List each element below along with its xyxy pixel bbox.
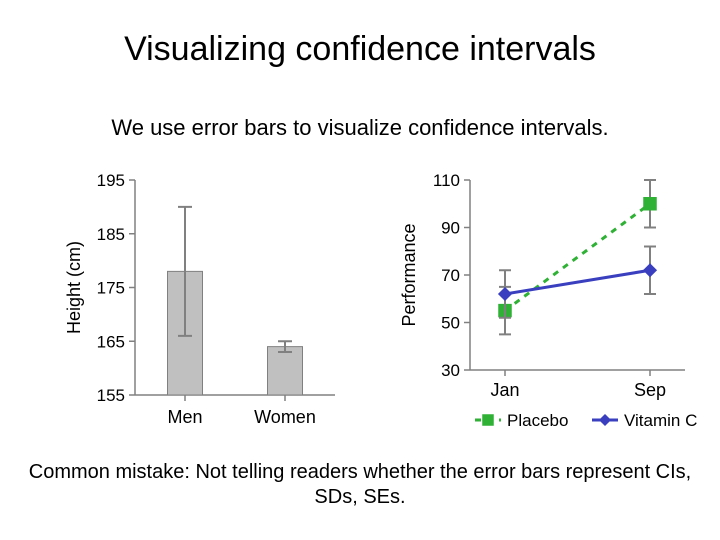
ytick-label: 195 bbox=[97, 171, 125, 190]
marker bbox=[483, 415, 493, 425]
series-line bbox=[505, 204, 650, 311]
ytick-label: 70 bbox=[441, 266, 460, 285]
xtick-label: Women bbox=[254, 407, 316, 427]
series-line bbox=[505, 270, 650, 294]
line-chart: 30 50 70 90 110 Performance Jan Sep Placebo Vitam… bbox=[385, 170, 705, 460]
xtick-label: Men bbox=[167, 407, 202, 427]
ytick-label: 90 bbox=[441, 219, 460, 238]
y-axis-label: Performance bbox=[399, 223, 419, 326]
ytick-label: 50 bbox=[441, 314, 460, 333]
ytick-label: 110 bbox=[433, 171, 460, 190]
slide-subtitle: We use error bars to visualize confidenc… bbox=[0, 115, 720, 141]
marker bbox=[499, 288, 511, 300]
slide-title: Visualizing confidence intervals bbox=[0, 30, 720, 69]
slide: Visualizing confidence intervals We use … bbox=[0, 0, 720, 540]
xtick-label: Jan bbox=[490, 380, 519, 400]
ytick-label: 165 bbox=[97, 332, 125, 351]
bar-chart: 155 165 175 185 195 Height (cm) Men Women bbox=[55, 170, 345, 460]
ytick-label: 30 bbox=[441, 361, 460, 380]
ytick-label: 185 bbox=[97, 225, 125, 244]
bar bbox=[268, 347, 303, 395]
xtick-label: Sep bbox=[634, 380, 666, 400]
marker bbox=[600, 415, 610, 425]
ytick-label: 155 bbox=[97, 386, 125, 405]
footer-note: Common mistake: Not telling readers whet… bbox=[20, 460, 700, 510]
marker bbox=[644, 264, 656, 276]
y-axis-label: Height (cm) bbox=[64, 241, 84, 334]
legend-label: Placebo bbox=[507, 411, 568, 430]
legend-label: Vitamin C bbox=[624, 411, 697, 430]
ytick-label: 175 bbox=[97, 279, 125, 298]
marker bbox=[644, 198, 656, 210]
